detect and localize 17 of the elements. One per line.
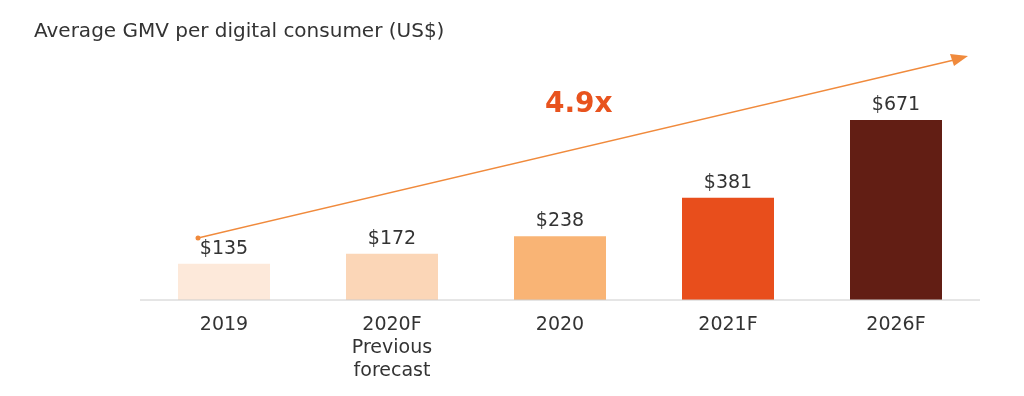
x-tick-label: 2026F bbox=[866, 312, 926, 334]
bar bbox=[346, 253, 438, 300]
data-label: $381 bbox=[703, 169, 753, 192]
chart-title: Average GMV per digital consumer (US$) bbox=[34, 18, 445, 42]
bar bbox=[850, 120, 942, 300]
bar bbox=[178, 263, 270, 300]
data-label: $172 bbox=[367, 225, 417, 248]
bar bbox=[682, 197, 774, 300]
x-tick-label: 2020 bbox=[535, 312, 585, 334]
bar bbox=[514, 236, 606, 300]
text: 4.9x bbox=[545, 86, 613, 119]
x-tick-label: 2021F bbox=[698, 312, 758, 334]
data-label: $238 bbox=[535, 208, 585, 231]
x-tick-label: 2020F Previous forecast bbox=[351, 312, 433, 380]
data-label: $135 bbox=[199, 235, 249, 258]
x-tick-label: 2019 bbox=[199, 312, 249, 334]
data-label: $671 bbox=[871, 92, 921, 114]
